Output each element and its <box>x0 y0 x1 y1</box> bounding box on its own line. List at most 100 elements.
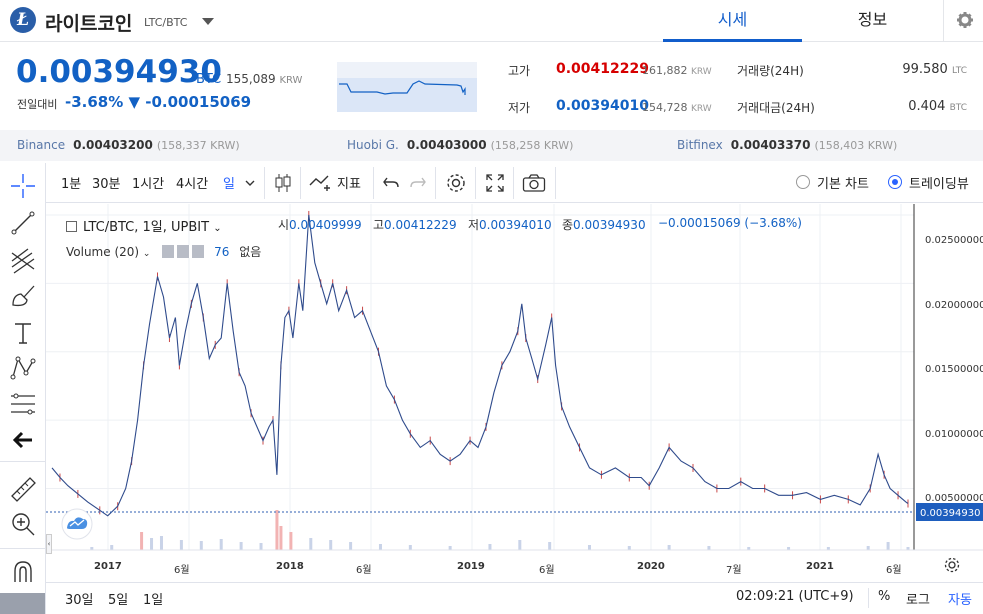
drawing-mode-button[interactable] <box>0 593 45 614</box>
exchange-price: 0.00403200 <box>73 138 153 152</box>
candlestick-icon[interactable] <box>273 172 293 194</box>
x-tick: 2020 <box>637 561 665 572</box>
fib-retracement-icon[interactable] <box>8 389 38 419</box>
ohlc-open-value: 0.00409999 <box>289 218 362 232</box>
volume-bar <box>179 540 183 550</box>
undo-icon[interactable] <box>382 175 400 191</box>
volume-bar <box>448 546 452 550</box>
exchange-name: Bitfinex <box>677 138 723 152</box>
volume-indicator-label[interactable]: Volume (20) <box>66 245 140 259</box>
redo-icon[interactable] <box>409 175 427 191</box>
ohlc-high: 고0.00412229 <box>373 216 457 233</box>
range-30d[interactable]: 30일 <box>65 593 94 608</box>
tab-info[interactable]: 정보 <box>857 10 888 29</box>
chevron-down-icon[interactable] <box>202 18 214 25</box>
ohlc-open-label: 시 <box>278 218 290 232</box>
pitchfork-icon[interactable] <box>8 245 38 275</box>
gear-icon[interactable] <box>943 556 961 574</box>
auto-scale-button[interactable]: 자동 <box>948 593 972 608</box>
high-krw-value: 161,882 <box>642 64 688 77</box>
exchange-huobi[interactable]: Huobi G. 0.00403000 (158,258 KRW) <box>347 138 573 152</box>
litecoin-logo-icon: Ł <box>10 7 36 33</box>
exchange-krw: (158,258 KRW) <box>490 139 574 152</box>
gear-icon[interactable] <box>445 172 467 194</box>
price-chart[interactable]: 0.00394930 LTC/BTC, 1일, UPBIT ⌄ 시0.00409… <box>46 204 983 614</box>
x-tick: 2019 <box>457 561 485 572</box>
tradingview-radio[interactable] <box>888 175 902 189</box>
current-price: 0.00394930 <box>16 54 222 90</box>
exchange-prices: Binance 0.00403200 (158,337 KRW) Huobi G. 0… <box>0 130 983 161</box>
brush-icon[interactable] <box>8 281 38 311</box>
basic-chart-radio[interactable] <box>796 175 810 189</box>
interval-30m[interactable]: 30분 <box>92 177 121 192</box>
tradingview-label[interactable]: 트레이딩뷰 <box>909 177 969 192</box>
clock-time[interactable]: 02:09:21 (UTC+9) <box>736 589 854 604</box>
ohlc-close-label: 종 <box>562 218 574 232</box>
text-tool-icon[interactable] <box>8 318 38 348</box>
volume-bar <box>140 532 144 550</box>
collapse-icon[interactable] <box>66 221 77 232</box>
ohlc-open: 시0.00409999 <box>278 216 362 233</box>
low-krw: 154,728 KRW <box>642 101 712 114</box>
last-price-label: 0.00394930 <box>920 508 980 519</box>
x-tick: 7월 <box>726 565 742 576</box>
ruler-icon[interactable] <box>8 474 38 504</box>
indicators-button[interactable]: 지표 <box>337 177 361 192</box>
volume-bar <box>275 510 279 550</box>
camera-icon[interactable] <box>522 173 546 193</box>
trend-line-icon[interactable] <box>8 208 38 238</box>
high-krw: 161,882 KRW <box>642 64 712 77</box>
volume-bar <box>886 542 890 550</box>
zoom-in-icon[interactable] <box>8 509 38 539</box>
indicators-icon[interactable] <box>309 173 333 193</box>
interval-1m[interactable]: 1분 <box>61 177 82 192</box>
y-tick: 0.02000000 <box>925 300 983 311</box>
amount-24h: 0.404 BTC <box>867 99 967 114</box>
settings-button[interactable] <box>943 0 983 42</box>
ohlc-high-value: 0.00412229 <box>384 218 457 232</box>
basic-chart-label[interactable]: 기본 차트 <box>817 177 869 192</box>
amount-label: 거래대금(24H) <box>737 101 815 115</box>
ohlc-close: 종0.00394930 <box>562 216 646 233</box>
scroll-left-handle[interactable]: ‹ <box>46 534 52 554</box>
low-krw-unit: KRW <box>691 104 712 114</box>
drawing-toolbar <box>0 163 46 614</box>
ohlc-low-value: 0.00394010 <box>479 218 552 232</box>
x-tick: 6월 <box>174 565 190 576</box>
chart-canvas[interactable]: 0.00394930 <box>46 204 983 614</box>
interval-4h[interactable]: 4시간 <box>176 177 209 192</box>
volume-bar <box>199 541 203 550</box>
sparkline-chart <box>337 62 477 112</box>
chart-toolbar: 1분 30분 1시간 4시간 일 지표 <box>0 163 983 203</box>
range-1d[interactable]: 1일 <box>143 593 164 608</box>
percent-scale-button[interactable]: % <box>878 589 891 604</box>
ohlc-high-label: 고 <box>373 218 385 232</box>
magnet-icon[interactable] <box>8 557 38 587</box>
pattern-icon[interactable] <box>8 353 38 383</box>
ohlc-close-value: 0.00394930 <box>573 218 646 232</box>
arrow-left-icon[interactable] <box>8 425 38 455</box>
exchange-name: Binance <box>17 138 66 152</box>
interval-1d[interactable]: 일 <box>223 177 235 192</box>
exchange-bitfinex[interactable]: Bitfinex 0.00403370 (158,403 KRW) <box>677 138 897 152</box>
exchange-binance[interactable]: Binance 0.00403200 (158,337 KRW) <box>17 138 240 152</box>
y-tick: 0.01000000 <box>925 429 983 440</box>
volume-bar <box>349 542 353 550</box>
price-unit: BTC <box>196 72 222 87</box>
crosshair-icon[interactable] <box>8 171 38 201</box>
log-scale-button[interactable]: 로그 <box>906 593 930 608</box>
volume-bar <box>309 538 313 550</box>
price-series-line <box>51 214 909 517</box>
high-value: 0.00412229 <box>556 61 649 77</box>
chevron-down-icon[interactable] <box>244 177 256 189</box>
fullscreen-icon[interactable] <box>485 173 505 193</box>
volume-bar <box>906 547 910 550</box>
volume-bar <box>110 545 114 550</box>
x-tick: 6월 <box>886 565 902 576</box>
range-5d[interactable]: 5일 <box>108 593 129 608</box>
low-label: 저가 <box>508 101 531 115</box>
symbol-label: LTC/BTC, 1일, UPBIT <box>83 220 210 235</box>
indicator-controls-icon[interactable] <box>162 245 205 258</box>
tab-quote[interactable]: 시세 <box>663 0 802 42</box>
interval-1h[interactable]: 1시간 <box>132 177 165 192</box>
